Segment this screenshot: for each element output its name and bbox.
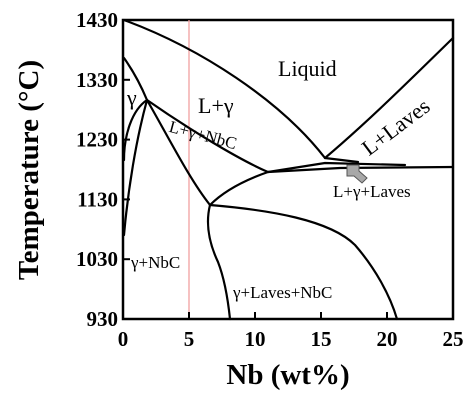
region-l-laves-label: L+Laves	[357, 93, 435, 160]
x-tick-label: 10	[245, 327, 266, 351]
l-gamma-nbc-upper-boundary	[145, 98, 270, 174]
x-tick-label: 0	[118, 327, 129, 351]
x-tick-label: 25	[443, 327, 464, 351]
y-axis-ticks: 930 1030 1130 1230 1330 1430	[76, 8, 130, 331]
y-tick-label: 1430	[76, 8, 118, 32]
region-liquid-label: Liquid	[278, 56, 337, 81]
eutectic-lower-line	[266, 165, 455, 174]
y-tick-label: 1330	[76, 68, 118, 92]
x-tick-label: 20	[377, 327, 398, 351]
arrow-icon	[346, 164, 368, 184]
x-tick-label: 5	[184, 327, 195, 351]
x-tick-label: 15	[311, 327, 332, 351]
liquidus-laves-curve	[323, 36, 455, 160]
gamma-left-boundary	[122, 98, 149, 162]
x-axis-title: Nb (wt%)	[226, 359, 349, 391]
liquidus-gamma-curve	[122, 18, 360, 164]
region-l-gamma-laves-label: L+γ+Laves	[333, 182, 411, 201]
region-l-gamma-label: L+γ	[198, 93, 234, 118]
region-gamma-label: γ	[126, 85, 137, 110]
l-gamma-nbc-lower-boundary	[145, 98, 212, 207]
x-axis-ticks: 0 5 10 15 20 25	[118, 312, 464, 351]
region-l-gamma-nbc-label: L+γ+NbC	[167, 117, 239, 153]
y-tick-label: 1030	[76, 247, 118, 271]
eutectic-arrow	[346, 164, 368, 184]
eutectic-upper-line	[266, 161, 407, 174]
phase-boundaries	[122, 18, 455, 321]
y-axis-title: Temperature (°C)	[13, 60, 45, 280]
plot-frame	[121, 18, 455, 321]
y-tick-label: 1230	[76, 128, 118, 152]
y-tick-label: 930	[87, 307, 119, 331]
region-gamma-laves-nbc-label: γ+Laves+NbC	[232, 283, 332, 302]
gamma-nbc-laves-divider	[206, 203, 232, 321]
gamma-nbc-boundary	[122, 98, 149, 237]
gamma-solidus-curve	[122, 56, 149, 102]
solvus-curve	[208, 203, 399, 321]
region-gamma-nbc-label: γ+NbC	[130, 253, 180, 272]
l-gamma-nbc-right-boundary	[208, 170, 270, 207]
y-tick-label: 1130	[77, 187, 118, 211]
